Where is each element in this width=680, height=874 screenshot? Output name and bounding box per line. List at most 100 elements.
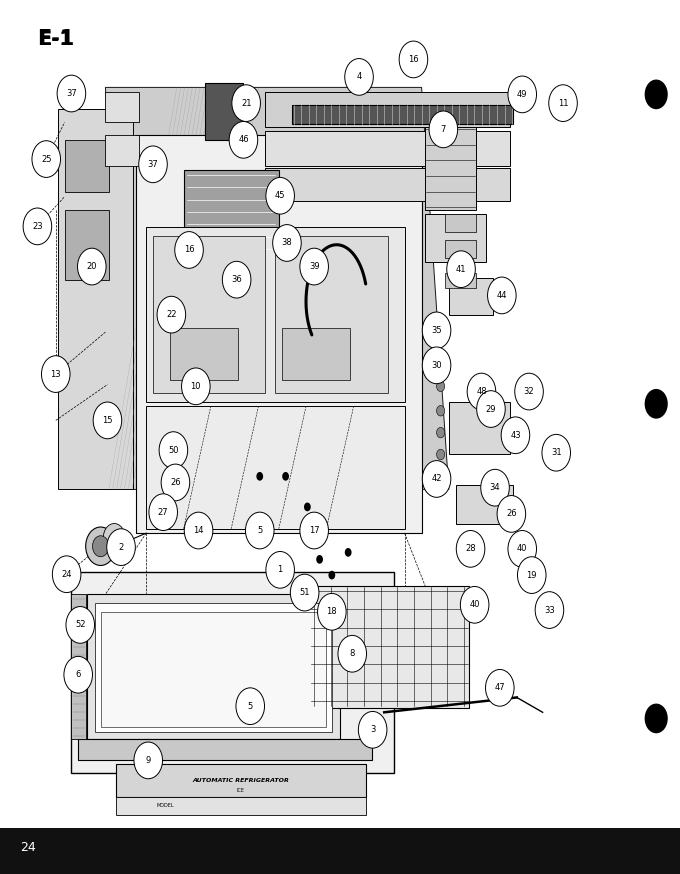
Circle shape	[429, 111, 458, 148]
Text: 41: 41	[456, 265, 466, 274]
Bar	[282, 328, 350, 380]
Circle shape	[161, 464, 190, 501]
Text: 8: 8	[350, 649, 355, 658]
Text: 27: 27	[158, 508, 169, 517]
Text: MODEL: MODEL	[156, 803, 174, 808]
Text: 26: 26	[506, 510, 517, 518]
Circle shape	[422, 347, 451, 384]
Circle shape	[23, 208, 52, 245]
Circle shape	[232, 85, 260, 121]
Circle shape	[645, 80, 668, 109]
Bar	[116, 764, 366, 797]
Text: 38: 38	[282, 239, 292, 247]
Bar	[194, 251, 262, 267]
Text: 17: 17	[309, 526, 320, 535]
Circle shape	[41, 356, 70, 392]
Circle shape	[57, 75, 86, 112]
Text: 7: 7	[441, 125, 446, 134]
Bar	[170, 328, 238, 380]
Circle shape	[300, 512, 328, 549]
Text: 26: 26	[170, 478, 181, 487]
Text: 36: 36	[231, 275, 242, 284]
Circle shape	[345, 59, 373, 95]
Circle shape	[501, 417, 530, 454]
Circle shape	[222, 261, 251, 298]
Text: 35: 35	[431, 326, 442, 335]
Bar	[449, 278, 493, 315]
Bar	[65, 210, 109, 280]
Text: 23: 23	[32, 222, 43, 231]
Polygon shape	[58, 109, 133, 489]
Text: 13: 13	[50, 370, 61, 378]
Bar	[425, 214, 486, 262]
Circle shape	[515, 373, 543, 410]
Text: 20: 20	[86, 262, 97, 271]
Text: 31: 31	[551, 448, 562, 457]
Circle shape	[535, 592, 564, 628]
Text: 49: 49	[517, 90, 528, 99]
Circle shape	[497, 496, 526, 532]
Text: 18: 18	[326, 607, 337, 616]
Circle shape	[486, 669, 514, 706]
Circle shape	[477, 391, 505, 427]
Circle shape	[107, 529, 135, 565]
Bar	[309, 586, 469, 708]
Bar	[456, 485, 513, 524]
Text: 6: 6	[75, 670, 81, 679]
Bar	[65, 140, 109, 192]
Text: 51: 51	[299, 588, 310, 597]
Bar	[95, 603, 332, 732]
Circle shape	[399, 41, 428, 78]
Polygon shape	[105, 87, 449, 489]
Circle shape	[437, 381, 445, 392]
Circle shape	[304, 503, 311, 511]
Circle shape	[134, 742, 163, 779]
Text: 37: 37	[66, 89, 77, 98]
Circle shape	[508, 531, 537, 567]
Text: 34: 34	[490, 483, 500, 492]
Circle shape	[149, 494, 177, 531]
Text: 42: 42	[431, 475, 442, 483]
Text: ICE: ICE	[237, 788, 245, 794]
Circle shape	[86, 527, 116, 565]
Bar	[265, 168, 510, 201]
Text: 2: 2	[118, 543, 124, 551]
Bar	[71, 594, 86, 739]
Circle shape	[300, 248, 328, 285]
Circle shape	[92, 536, 109, 557]
Text: 22: 22	[166, 310, 177, 319]
Text: AUTOMATIC REFRIGERATOR: AUTOMATIC REFRIGERATOR	[192, 778, 289, 783]
Circle shape	[139, 146, 167, 183]
Bar	[87, 594, 340, 739]
Circle shape	[157, 296, 186, 333]
Bar	[265, 92, 510, 127]
Circle shape	[282, 472, 289, 481]
Circle shape	[456, 531, 485, 567]
Text: 1: 1	[277, 565, 283, 574]
Bar	[146, 406, 405, 529]
Circle shape	[103, 524, 125, 551]
Circle shape	[467, 373, 496, 410]
Circle shape	[549, 85, 577, 121]
Text: 19: 19	[526, 571, 537, 579]
Text: 5: 5	[248, 702, 253, 711]
Bar	[78, 739, 372, 760]
Text: 44: 44	[496, 291, 507, 300]
Text: 24: 24	[20, 842, 36, 854]
Text: 39: 39	[309, 262, 320, 271]
Polygon shape	[425, 127, 476, 210]
Circle shape	[256, 472, 263, 481]
Circle shape	[328, 571, 335, 579]
Circle shape	[245, 512, 274, 549]
Text: 47: 47	[494, 683, 505, 692]
Text: 43: 43	[510, 431, 521, 440]
Circle shape	[517, 557, 546, 593]
Circle shape	[290, 574, 319, 611]
Circle shape	[52, 556, 81, 593]
Text: 4: 4	[356, 73, 362, 81]
Circle shape	[542, 434, 571, 471]
Circle shape	[32, 141, 61, 177]
Circle shape	[78, 248, 106, 285]
Circle shape	[182, 368, 210, 405]
Polygon shape	[292, 105, 513, 124]
